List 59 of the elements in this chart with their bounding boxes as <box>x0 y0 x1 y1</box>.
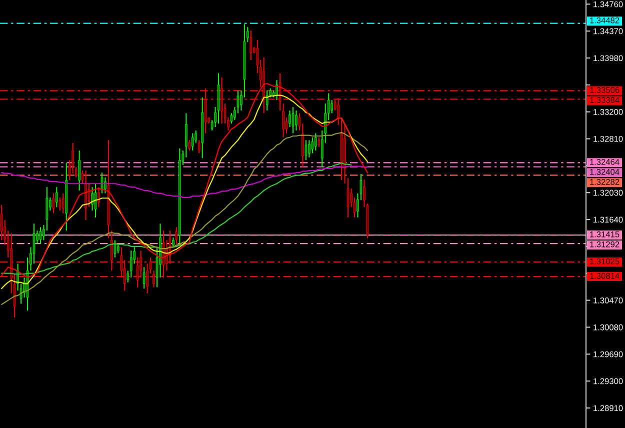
y-tick-label: 1.32030 <box>594 190 623 196</box>
candlestick <box>78 150 80 192</box>
candlestick <box>184 112 188 158</box>
candlestick <box>100 172 104 194</box>
candlestick <box>39 226 42 244</box>
line-series <box>1 166 368 198</box>
candlestick <box>104 176 106 194</box>
candlestick <box>142 266 146 290</box>
candlestick <box>188 140 191 152</box>
y-tick-label: 1.29690 <box>594 351 623 358</box>
y-tick-label: 1.28910 <box>594 405 623 412</box>
candlestick <box>130 250 132 278</box>
candlestick <box>114 240 116 258</box>
ref-line-label: 1.30814 <box>590 272 620 279</box>
y-tick-label: 1.33200 <box>594 109 623 115</box>
candlestick <box>116 243 120 254</box>
candlestick <box>282 103 284 138</box>
ref-line-label: 1.31415 <box>590 231 620 238</box>
candlestick <box>295 110 298 131</box>
candlestick <box>0 204 3 241</box>
candlestick <box>58 196 62 212</box>
candlestick <box>191 132 194 152</box>
candlestick <box>311 136 314 154</box>
y-tick-label: 1.34760 <box>594 1 623 8</box>
y-tick-label: 1.30470 <box>594 297 623 304</box>
y-tick-label: 1.30080 <box>594 324 623 330</box>
ref-line-label: 1.31292 <box>590 241 620 248</box>
candlestick <box>318 136 320 148</box>
candlestick <box>292 106 294 134</box>
candlestick <box>330 100 334 114</box>
candlestick <box>62 192 64 214</box>
y-tick-label: 1.33980 <box>594 55 623 62</box>
candlestick <box>175 226 178 244</box>
ref-line-label: 1.31025 <box>590 258 620 264</box>
y-tick-label: 1.32810 <box>594 136 623 142</box>
candlestick <box>288 110 291 128</box>
ref-line-label: 1.32282 <box>590 178 620 185</box>
candlestick <box>198 140 200 154</box>
ref-line-label: 1.32464 <box>590 158 620 165</box>
candlestick <box>94 183 97 218</box>
ref-line-label: 1.33506 <box>590 87 620 93</box>
y-tick-label: 1.34370 <box>594 28 623 34</box>
candlestick <box>304 140 308 161</box>
ref-line-label: 1.33384 <box>590 97 620 103</box>
ref-line-label: 1.32404 <box>590 168 620 175</box>
candlestick <box>266 90 268 111</box>
candlestick <box>88 183 90 208</box>
y-tick-label: 1.29300 <box>594 378 623 384</box>
candlestick <box>314 132 317 152</box>
candlestick <box>346 178 350 218</box>
candlestick <box>52 192 55 214</box>
ref-line-label: 1.34482 <box>590 17 620 24</box>
candlestick <box>55 186 58 208</box>
candlestick <box>250 30 252 61</box>
candlestick <box>172 236 174 248</box>
candlestick <box>308 140 310 158</box>
candlestick <box>98 186 100 208</box>
y-tick-label: 1.31640 <box>594 216 623 223</box>
candlestick <box>91 186 94 212</box>
